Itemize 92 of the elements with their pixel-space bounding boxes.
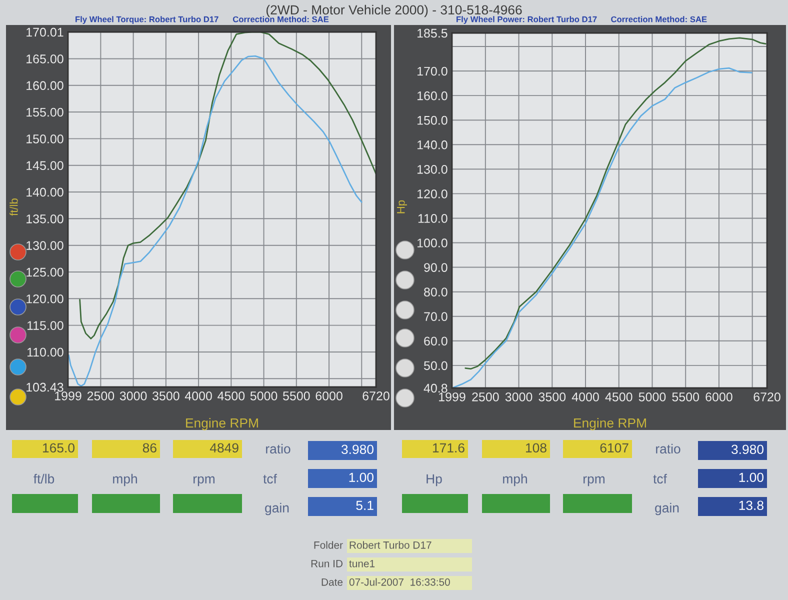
text: rpm <box>194 476 214 486</box>
y-tick-label: 110.00 <box>27 348 64 357</box>
y-tick-label: 140.0 <box>418 140 448 150</box>
text: gain <box>655 502 679 516</box>
text: Folder <box>314 541 343 549</box>
y-tick-label: 115.00 <box>27 321 64 330</box>
text: 108 <box>526 443 546 453</box>
y-axis-title: ft/lb <box>10 198 18 216</box>
y-tick-label: 150.0 <box>418 116 448 125</box>
text: rpm <box>584 476 604 486</box>
text: 5.1 <box>356 500 374 510</box>
x-tick-label: 4000 <box>184 391 212 400</box>
y-tick-label: 110.0 <box>418 214 448 223</box>
chart-title: (2WD - Motor Vehicle 2000) - 310-518-4966 <box>266 4 522 18</box>
y-tick-label: 160.00 <box>26 81 64 90</box>
text: 86 <box>142 443 156 453</box>
x-tick-label: 3500 <box>538 392 566 402</box>
x-axis-title: Engine RPM <box>186 418 258 430</box>
y-tick-label: 160.0 <box>418 91 448 100</box>
x-tick-label: 4000 <box>572 392 599 402</box>
line-series <box>452 67 752 388</box>
y-tick-label: 80.0 <box>424 288 448 296</box>
x-tick-label: 4500 <box>218 391 245 400</box>
text: 4849 <box>210 443 238 453</box>
y-tick-label: 50.0 <box>424 361 448 370</box>
text: Run ID <box>311 560 343 568</box>
text: gain <box>265 502 289 516</box>
y-axis-title: Hp <box>397 200 407 214</box>
text: 6107 <box>600 443 628 453</box>
text: ratio <box>266 444 290 454</box>
text: 13.8 <box>739 500 764 510</box>
line-series <box>79 32 376 340</box>
text: 1.00 <box>349 472 374 482</box>
y-tick-label: 150.00 <box>26 134 64 144</box>
text: tcf <box>263 474 277 484</box>
y-tick-label: 170.01 <box>26 28 64 37</box>
text: Correction Method: SAE <box>232 16 329 22</box>
x-tick-label: 5000 <box>638 392 666 402</box>
x-tick-label: 6000 <box>316 391 342 400</box>
y-tick-label: 120.0 <box>418 189 448 198</box>
x-tick-label: 6720 <box>754 392 780 402</box>
y-tick-label: 70.0 <box>424 312 448 322</box>
text: Date <box>322 578 343 586</box>
x-tick-label: 5000 <box>250 391 278 400</box>
text: 1.00 <box>739 472 764 482</box>
x-tick-label: 1999 <box>55 391 82 400</box>
line-series <box>464 37 766 370</box>
y-tick-label: 103.43 <box>26 382 64 392</box>
x-tick-label: 2500 <box>87 391 114 400</box>
text: 165.0 <box>42 443 74 453</box>
text: 07-Jul-2007 16:33:50 <box>349 578 450 586</box>
text: Hp <box>426 474 442 486</box>
x-tick-label: 1999 <box>439 392 466 402</box>
x-tick-label: 6720 <box>362 391 390 400</box>
y-tick-label: 40.8 <box>424 384 448 393</box>
chart-subtitle: Fly Wheel Torque: Robert Turbo D17 <box>76 16 218 24</box>
x-tick-label: 5500 <box>672 392 700 402</box>
x-tick-label: 3000 <box>120 391 147 400</box>
x-tick-label: 2500 <box>472 392 499 402</box>
text: 3.980 <box>731 444 764 454</box>
x-axis-title: Engine RPM <box>574 418 646 430</box>
y-tick-label: 185.5 <box>418 28 448 38</box>
y-tick-label: 135.00 <box>26 214 64 224</box>
text: tune1 <box>349 560 375 568</box>
text: tcf <box>653 474 667 484</box>
y-tick-label: 170.0 <box>418 66 448 76</box>
text: Correction Method: SAE <box>611 16 707 22</box>
y-tick-label: 140.00 <box>26 188 64 197</box>
y-tick-label: 165.00 <box>26 54 64 64</box>
text: Robert Turbo D17 <box>350 541 432 549</box>
y-tick-label: 120.00 <box>26 294 64 304</box>
y-tick-label: 125.00 <box>26 268 64 277</box>
text: 171.6 <box>432 443 464 453</box>
y-tick-label: 90.0 <box>424 263 448 272</box>
y-tick-label: 60.0 <box>424 336 448 346</box>
text: ratio <box>656 444 680 454</box>
text: ft/lb <box>34 474 54 484</box>
x-tick-label: 4500 <box>605 392 632 402</box>
line-series <box>68 55 362 387</box>
y-tick-label: 155.00 <box>26 108 64 117</box>
y-tick-label: 130.00 <box>26 241 64 250</box>
x-tick-label: 3500 <box>152 391 180 400</box>
x-tick-label: 5500 <box>283 391 310 400</box>
text: mph <box>503 474 527 486</box>
x-tick-label: 3000 <box>505 392 532 402</box>
x-tick-label: 6000 <box>706 392 732 402</box>
text: mph <box>113 474 137 486</box>
text: 3.980 <box>341 444 374 454</box>
y-tick-label: 100.0 <box>418 238 448 248</box>
chart-subtitle: Fly Wheel Power: Robert Turbo D17 <box>456 16 597 24</box>
y-tick-label: 130.0 <box>418 164 448 174</box>
y-tick-label: 145.00 <box>26 161 64 170</box>
